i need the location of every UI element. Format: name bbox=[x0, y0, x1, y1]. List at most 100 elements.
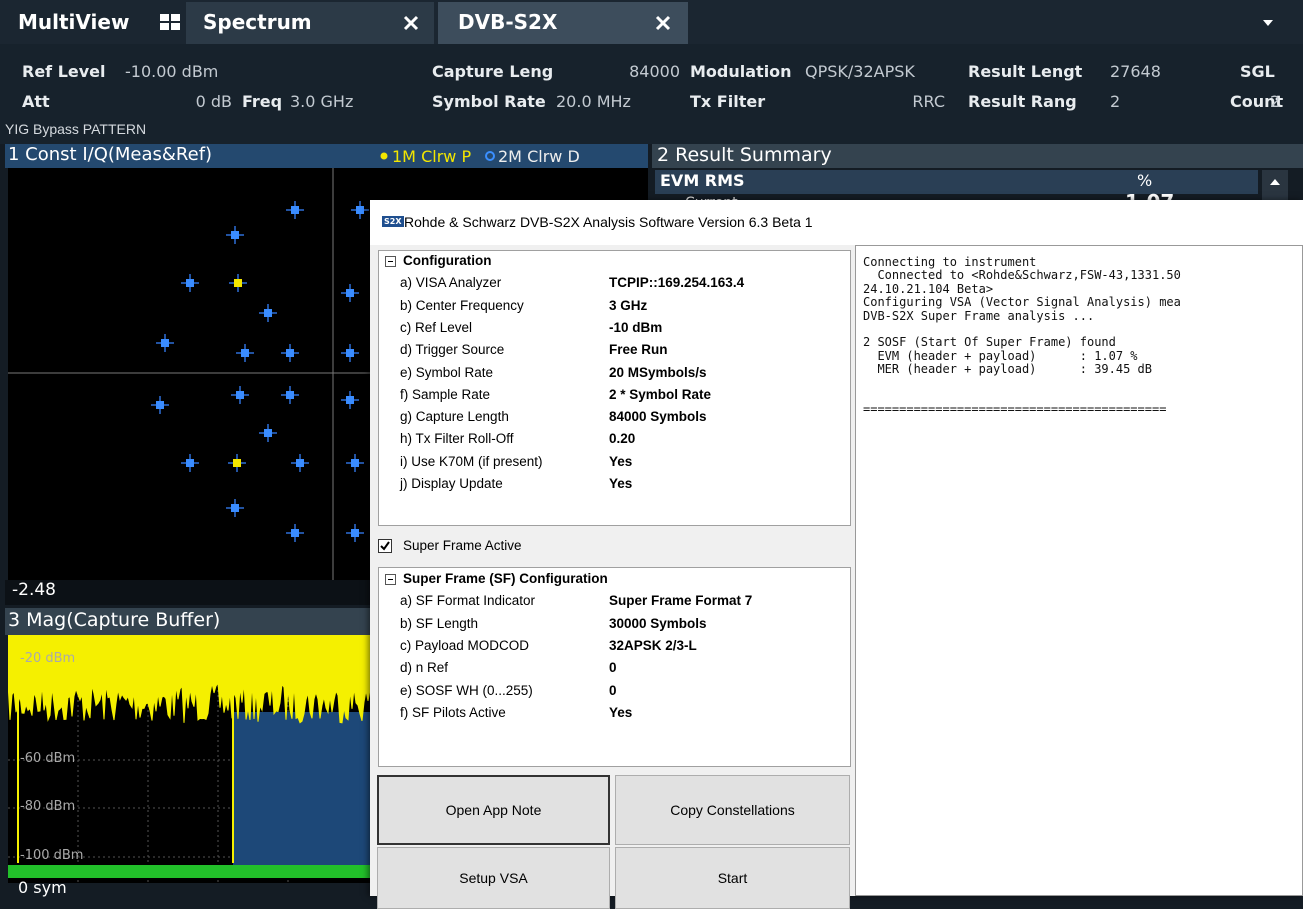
property-value: 0 bbox=[609, 682, 617, 698]
property-value: 20 MSymbols/s bbox=[609, 364, 707, 380]
button[interactable]: Copy Constellations bbox=[615, 775, 850, 845]
property-label: g) Capture Length bbox=[400, 409, 509, 425]
multiview-label[interactable]: MultiView bbox=[18, 10, 130, 34]
dialog-titlebar bbox=[370, 200, 1303, 245]
checkbox[interactable] bbox=[378, 539, 392, 553]
mag-title: 3 Mag(Capture Buffer) bbox=[8, 609, 221, 631]
legend-dot bbox=[380, 152, 388, 160]
property-value: 2 * Symbol Rate bbox=[609, 386, 712, 402]
symbol-point bbox=[286, 349, 294, 357]
dialog-icon: S2X bbox=[382, 216, 404, 227]
mag-x-label: 0 sym bbox=[18, 878, 67, 897]
symbol-point bbox=[264, 309, 272, 317]
symbol-point bbox=[234, 279, 242, 287]
legend-2: 2M Clrw D bbox=[498, 147, 580, 166]
property-label: j) Display Update bbox=[400, 476, 503, 491]
summary-header bbox=[652, 144, 1303, 168]
legend-ring bbox=[485, 151, 495, 161]
property-value: Yes bbox=[609, 704, 633, 720]
symbol-point bbox=[356, 206, 364, 214]
info-value: 27648 bbox=[1110, 62, 1161, 81]
symbol-point bbox=[186, 279, 194, 287]
info-bar bbox=[0, 44, 1303, 144]
spectrum-tab[interactable] bbox=[186, 2, 434, 44]
checkbox-label[interactable]: Super Frame Active bbox=[403, 538, 522, 553]
info-label: Count bbox=[1230, 92, 1284, 111]
property-value: -10 dBm bbox=[609, 319, 663, 335]
symbol-point bbox=[231, 231, 239, 239]
info-value: 2 bbox=[1270, 92, 1281, 111]
log-box bbox=[855, 245, 1303, 896]
log-line: Configuring VSA (Vector Signal Analysis)… bbox=[863, 295, 1181, 310]
property-label: h) Tx Filter Roll-Off bbox=[400, 431, 514, 447]
log-line: 2 SOSF (Start Of Super Frame) found bbox=[863, 335, 1116, 350]
group-title: Configuration bbox=[403, 253, 492, 268]
symbol-point bbox=[233, 459, 241, 467]
dvbs2x-tab[interactable] bbox=[438, 2, 688, 44]
spectrum-tab-label[interactable]: Spectrum bbox=[203, 10, 312, 34]
info-value: -10.00 dBm bbox=[125, 62, 219, 81]
log-line: EVM (header + payload) : 1.07 % bbox=[863, 348, 1138, 363]
property-value: 30000 Symbols bbox=[609, 615, 707, 631]
dvbs2x-tab-label[interactable]: DVB-S2X bbox=[458, 10, 558, 34]
button[interactable]: Setup VSA bbox=[377, 847, 610, 909]
mag-y-label: -60 dBm bbox=[20, 751, 76, 766]
button[interactable]: Start bbox=[615, 847, 850, 909]
symbol-point bbox=[236, 391, 244, 399]
property-label: i) Use K70M (if present) bbox=[400, 453, 543, 469]
symbol-point bbox=[231, 504, 239, 512]
legend-1: 1M Clrw P bbox=[392, 147, 472, 166]
close-icon[interactable] bbox=[655, 15, 671, 31]
log-line: ========================================… bbox=[863, 402, 1167, 417]
symbol-point bbox=[351, 459, 359, 467]
info-label: Tx Filter bbox=[690, 92, 766, 111]
group-title: Super Frame (SF) Configuration bbox=[403, 571, 608, 586]
property-value: Super Frame Format 7 bbox=[609, 593, 753, 609]
info-label: Att bbox=[22, 92, 50, 111]
symbol-point bbox=[241, 349, 249, 357]
mag-y-label: -20 dBm bbox=[20, 651, 76, 666]
button[interactable]: Open App Note bbox=[377, 775, 610, 845]
property-label: b) SF Length bbox=[400, 615, 479, 631]
info-label: Symbol Rate bbox=[432, 92, 546, 111]
dropdown-arrow[interactable] bbox=[1262, 19, 1274, 27]
const-header bbox=[5, 144, 648, 168]
info-value: RRC bbox=[912, 92, 945, 111]
property-label: a) SF Format Indicator bbox=[400, 593, 536, 609]
info-label: Freq bbox=[242, 92, 283, 111]
symbol-point bbox=[346, 349, 354, 357]
info-value: 3.0 GHz bbox=[290, 92, 354, 111]
property-value: 32APSK 2/3-L bbox=[609, 637, 697, 653]
info-label: Modulation bbox=[690, 62, 792, 81]
log-line: Connecting to instrument bbox=[863, 255, 1037, 269]
info-label: Result Rang bbox=[968, 92, 1077, 111]
summary-col-1: EVM RMS bbox=[660, 171, 745, 190]
const-axis-min: -2.48 bbox=[12, 580, 56, 600]
group-toggle-minus bbox=[388, 261, 393, 262]
symbol-point bbox=[161, 339, 169, 347]
property-label: d) Trigger Source bbox=[400, 342, 505, 358]
symbol-point bbox=[186, 459, 194, 467]
symbol-point bbox=[351, 529, 359, 537]
symbol-point bbox=[264, 429, 272, 437]
close-icon[interactable] bbox=[403, 15, 419, 31]
property-value: Yes bbox=[609, 453, 633, 469]
summary-title: 2 Result Summary bbox=[657, 144, 832, 166]
mag-y-label: -100 dBm bbox=[20, 848, 84, 863]
info-value: 20.0 MHz bbox=[556, 92, 631, 111]
symbol-point bbox=[296, 459, 304, 467]
property-label: f) Sample Rate bbox=[400, 386, 491, 402]
property-label: e) SOSF WH (0...255) bbox=[400, 682, 533, 698]
log-line: Connected to <Rohde&Schwarz,FSW-43,1331.… bbox=[863, 268, 1181, 283]
symbol-point bbox=[346, 396, 354, 404]
symbol-point bbox=[156, 401, 164, 409]
property-label: c) Ref Level bbox=[400, 319, 473, 335]
property-label: d) n Ref bbox=[400, 660, 449, 676]
summary-col-2: % bbox=[1137, 171, 1153, 190]
log-line: 24.10.21.104 Beta> bbox=[863, 281, 994, 296]
property-value: 0 bbox=[609, 660, 617, 676]
symbol-point bbox=[346, 289, 354, 297]
property-value: TCPIP::169.254.163.4 bbox=[609, 275, 745, 291]
scroll-up[interactable] bbox=[1269, 178, 1281, 186]
